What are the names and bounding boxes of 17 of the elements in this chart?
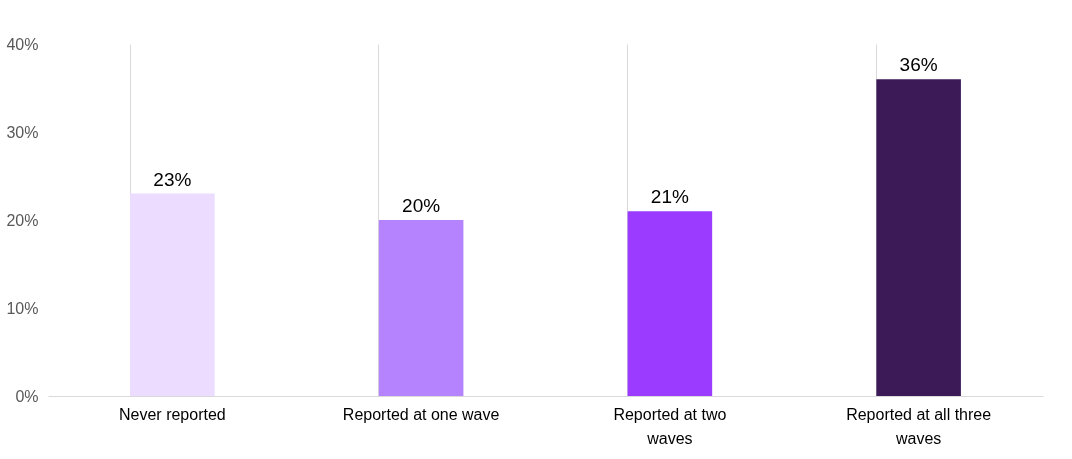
x-tick-label: Reported at one wave <box>342 405 500 423</box>
bar <box>627 211 713 396</box>
y-tick-label: 10% <box>6 299 39 317</box>
x-tick-label: Reported at all three waves <box>846 405 992 447</box>
data-label: 23% <box>153 168 192 190</box>
y-tick-label: 20% <box>6 211 39 229</box>
bar <box>130 193 215 396</box>
data-label: 20% <box>402 195 441 216</box>
y-tick-label: 30% <box>6 123 39 141</box>
y-tick-label: 0% <box>15 387 39 405</box>
bar <box>876 79 961 396</box>
data-label: 36% <box>899 54 938 76</box>
data-label: 21% <box>650 186 689 208</box>
x-tick-label: Never reported <box>119 405 226 423</box>
bar <box>378 220 464 396</box>
x-tick-label: Reported at two waves <box>613 405 727 447</box>
y-tick-label: 40% <box>6 35 39 53</box>
